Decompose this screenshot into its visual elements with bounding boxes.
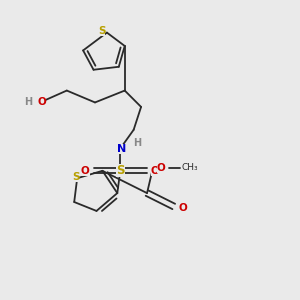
Text: S: S (72, 172, 80, 182)
Text: S: S (98, 26, 105, 36)
Text: H: H (134, 138, 142, 148)
Text: O: O (81, 166, 90, 176)
Text: CH₃: CH₃ (181, 163, 198, 172)
Text: H: H (24, 98, 32, 107)
Text: N: N (117, 143, 126, 154)
Text: O: O (178, 203, 187, 213)
Text: O: O (37, 98, 46, 107)
Text: O: O (157, 163, 166, 173)
Text: O: O (151, 166, 160, 176)
Text: S: S (116, 164, 124, 177)
